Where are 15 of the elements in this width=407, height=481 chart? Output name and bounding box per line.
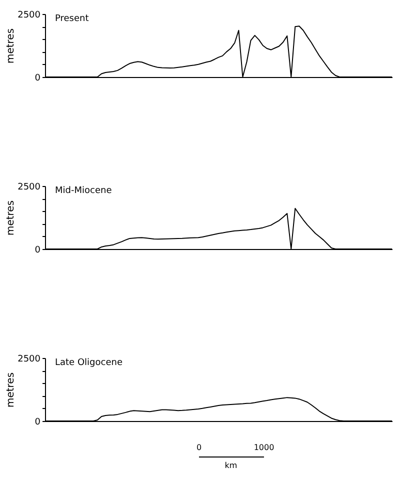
chart-title: Mid-Miocene — [55, 186, 112, 196]
chart-title: Late Oligocene — [55, 358, 123, 368]
y-tick-label: 0 — [34, 246, 41, 256]
y-tick-label: 2500 — [18, 354, 41, 364]
y-tick-label: 2500 — [18, 10, 41, 20]
text: 0 — [196, 443, 202, 452]
y-tick-label: 0 — [34, 74, 41, 84]
y-axis-title: metres — [6, 372, 17, 408]
text: km — [224, 461, 238, 470]
y-tick-label: 0 — [34, 418, 41, 428]
chart-title: Present — [55, 14, 90, 24]
y-axis-title: metres — [6, 200, 17, 236]
y-axis-title: metres — [6, 28, 17, 64]
text: 1000 — [254, 443, 274, 452]
y-tick-label: 2500 — [18, 182, 41, 192]
